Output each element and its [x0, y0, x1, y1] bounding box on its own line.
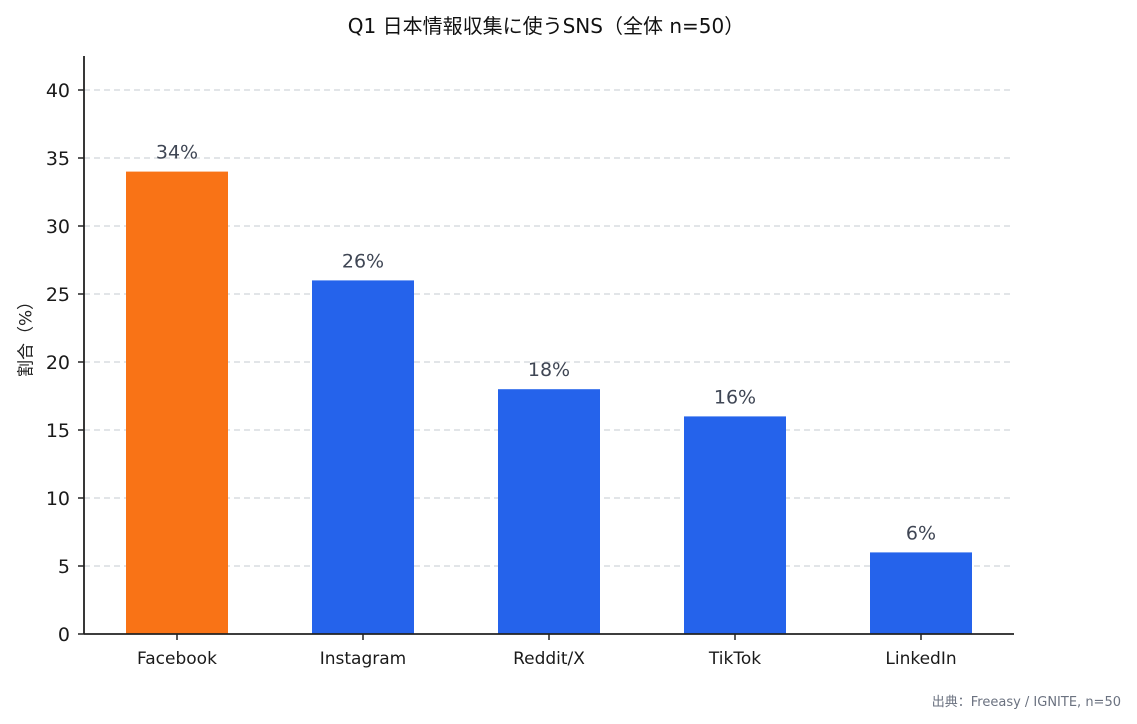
- y-tick-label: 0: [58, 624, 70, 646]
- y-tick-label: 25: [46, 284, 70, 306]
- bar-reddit-x: [498, 389, 600, 634]
- y-tick-label: 15: [46, 420, 70, 442]
- x-tick-label: Instagram: [320, 649, 407, 669]
- y-tick-label: 20: [46, 352, 70, 374]
- bar-instagram: [312, 280, 414, 634]
- bars: 34% 26% 18% 16% 6%: [126, 142, 972, 634]
- bar-value-label: 34%: [156, 142, 198, 164]
- chart-title: Q1 日本情報収集に使うSNS（全体 n=50）: [347, 14, 745, 38]
- bar-facebook: [126, 171, 228, 634]
- x-tick-label: LinkedIn: [885, 649, 956, 669]
- x-tick-label: Reddit/X: [513, 649, 585, 669]
- bar-value-label: 16%: [714, 386, 756, 408]
- bar-value-label: 18%: [528, 359, 570, 381]
- bar-value-label: 26%: [342, 250, 384, 272]
- y-tick-label: 5: [58, 556, 70, 578]
- y-tick-label: 30: [46, 216, 70, 238]
- y-tick-label: 35: [46, 148, 70, 170]
- bar-tiktok: [684, 416, 786, 634]
- x-axis: Facebook Instagram Reddit/X TikTok LinkedIn: [84, 633, 1014, 669]
- y-tick-label: 40: [46, 80, 70, 102]
- x-tick-label: Facebook: [137, 649, 217, 669]
- y-axis: 0 5 10 15 20 25 30 35 40: [46, 56, 85, 646]
- y-tick-label: 10: [46, 488, 70, 510]
- source-note: 出典：Freeasy / IGNITE, n=50: [931, 695, 1121, 710]
- bar-linkedin: [870, 552, 972, 634]
- bar-value-label: 6%: [906, 522, 936, 544]
- x-tick-label: TikTok: [708, 649, 761, 669]
